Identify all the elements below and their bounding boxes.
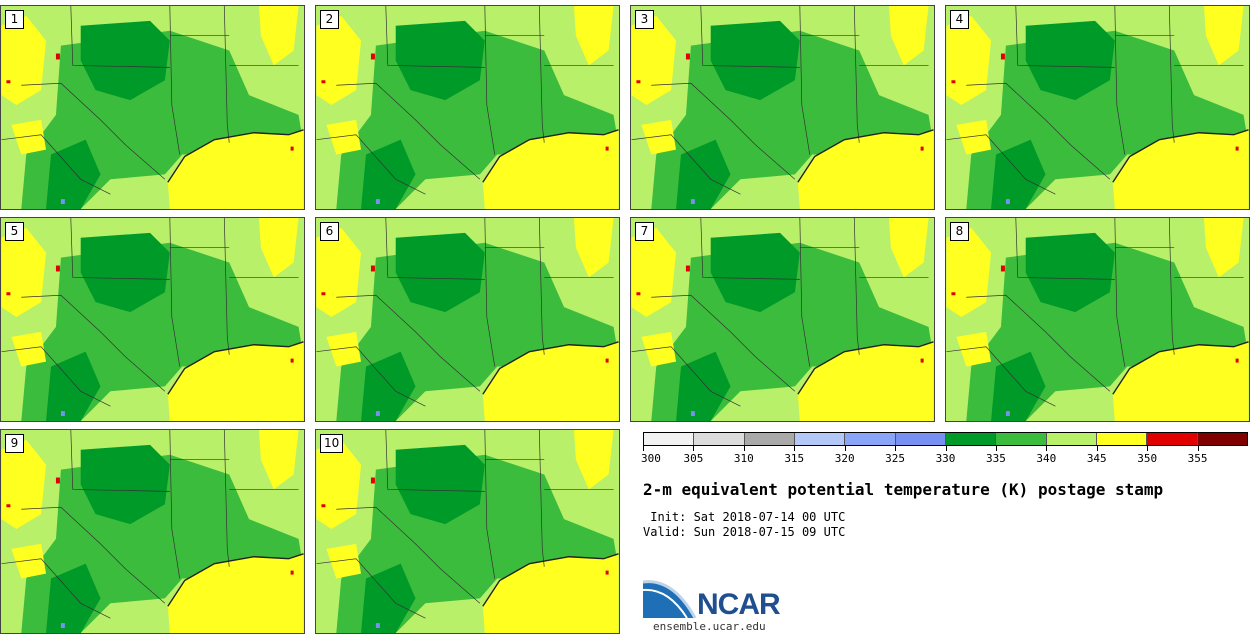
colorbar-segment: [1046, 433, 1097, 445]
member-map-8: [946, 218, 1249, 421]
colorbar-tick-label: 325: [885, 452, 906, 465]
colorbar-tick-label: 355: [1187, 452, 1208, 465]
member-number-label: 9: [5, 434, 24, 453]
colorbar-tick: [1197, 446, 1199, 451]
colorbar-segment: [1197, 433, 1247, 445]
member-map-5: [1, 218, 304, 421]
member-number-label: 8: [950, 222, 969, 241]
colorbar-tick: [743, 446, 745, 451]
colorbar-tick-label: 350: [1137, 452, 1158, 465]
colorbar-tick: [1147, 446, 1149, 451]
init-time: Init: Sat 2018-07-14 00 UTC: [643, 510, 846, 524]
colorbar-segment: [694, 433, 745, 445]
member-map-2: [316, 6, 619, 209]
colorbar-tick: [794, 446, 796, 451]
ensemble-member-panel-6: 6: [315, 217, 620, 422]
member-number-label: 1: [5, 10, 24, 29]
plot-title: 2-m equivalent potential temperature (K)…: [643, 480, 1164, 499]
ensemble-member-panel-5: 5: [0, 217, 305, 422]
colorbar-segment: [945, 433, 997, 445]
colorbar-segment: [1147, 433, 1198, 445]
colorbar-tick-label: 310: [733, 452, 754, 465]
ensemble-member-panel-3: 3: [630, 5, 935, 210]
colorbar-tick-label: 300: [641, 452, 661, 465]
colorbar-tick: [1096, 446, 1098, 451]
colorbar-segment: [845, 433, 896, 445]
member-number-label: 7: [635, 222, 654, 241]
colorbar-segment: [794, 433, 846, 445]
colorbar-tick: [995, 446, 997, 451]
member-number-label: 10: [320, 434, 344, 453]
ncar-logo-text: NCAR: [697, 588, 781, 621]
colorbar-segment: [644, 433, 695, 445]
colorbar-tick: [844, 446, 846, 451]
ensemble-member-panel-1: 1: [0, 5, 305, 210]
colorbar-segment: [1096, 433, 1148, 445]
colorbar-tick: [1046, 446, 1048, 451]
ncar-url: ensemble.ucar.edu: [653, 620, 766, 633]
member-map-3: [631, 6, 934, 209]
member-number-label: 3: [635, 10, 654, 29]
member-map-6: [316, 218, 619, 421]
colorbar-tick-label: 345: [1086, 452, 1107, 465]
colorbar-tick-label: 320: [834, 452, 855, 465]
ncar-logo-icon: [643, 580, 697, 619]
member-map-4: [946, 6, 1249, 209]
ensemble-member-panel-4: 4: [945, 5, 1250, 210]
member-map-1: [1, 6, 304, 209]
ensemble-member-panel-10: 10: [315, 429, 620, 634]
colorbar-tick-label: 335: [985, 452, 1006, 465]
member-number-label: 4: [950, 10, 969, 29]
colorbar-tick: [895, 446, 897, 451]
colorbar-segment: [895, 433, 946, 445]
colorbar-tick-label: 315: [784, 452, 805, 465]
colorbar-tick-label: 340: [1036, 452, 1057, 465]
colorbar-ticks: [643, 446, 1248, 452]
ensemble-member-panel-2: 2: [315, 5, 620, 210]
member-map-9: [1, 430, 304, 633]
ensemble-member-panel-9: 9: [0, 429, 305, 634]
member-map-7: [631, 218, 934, 421]
colorbar-tick: [693, 446, 695, 451]
valid-time: Valid: Sun 2018-07-15 09 UTC: [643, 525, 846, 539]
colorbar-tick-label: 305: [683, 452, 704, 465]
colorbar-tick: [643, 446, 644, 451]
colorbar-segment: [996, 433, 1047, 445]
colorbar-tick-label: 330: [935, 452, 956, 465]
colorbar-tick-labels: 300 305 310 315 320 325 330 335 340 345 350 355: [641, 452, 1248, 466]
ensemble-member-panel-7: 7: [630, 217, 935, 422]
member-number-label: 6: [320, 222, 339, 241]
member-number-label: 2: [320, 10, 339, 29]
colorbar-segment: [744, 433, 795, 445]
member-map-10: [316, 430, 619, 633]
colorbar-tick: [945, 446, 947, 451]
ensemble-member-panel-8: 8: [945, 217, 1250, 422]
member-number-label: 5: [5, 222, 24, 241]
colorbar: [643, 432, 1248, 446]
